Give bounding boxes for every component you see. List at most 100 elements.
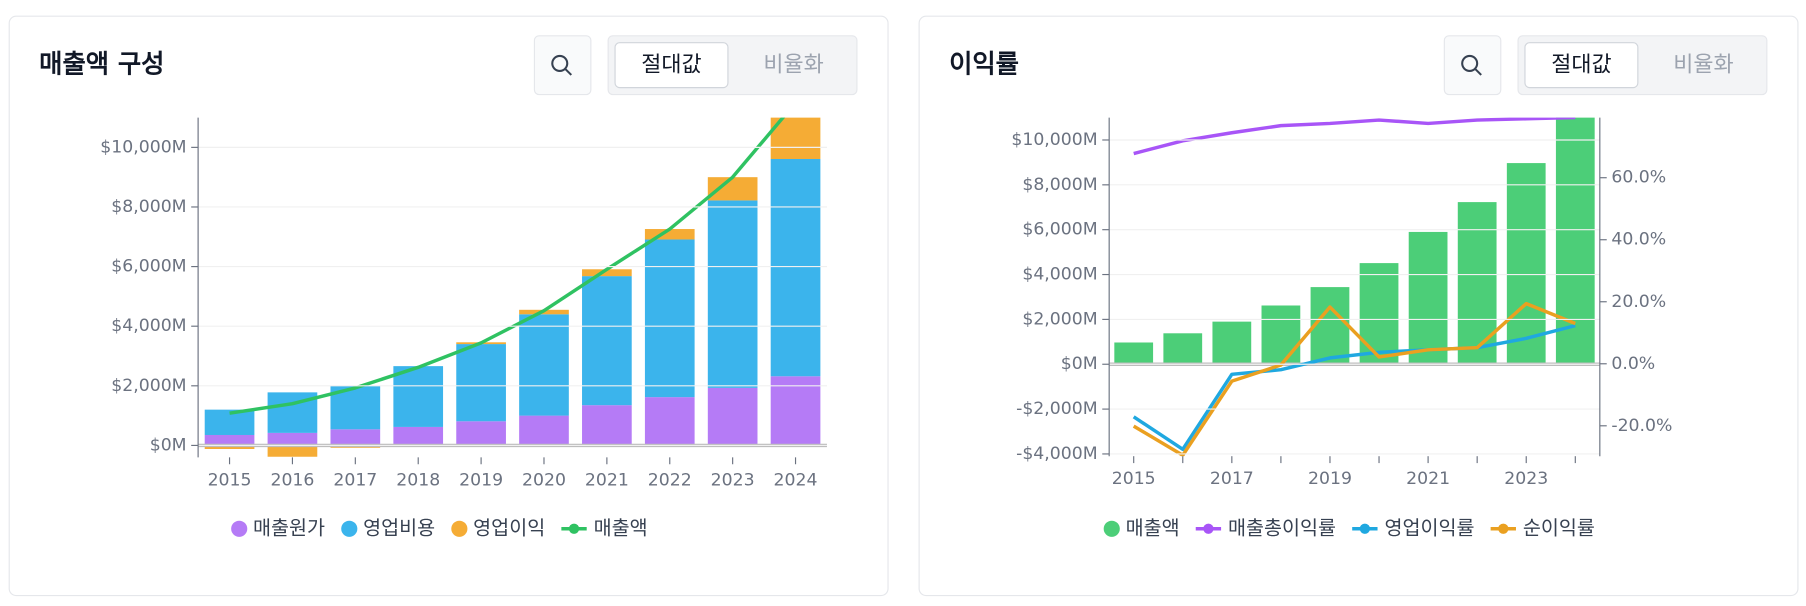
y2-tick-label: 60.0% bbox=[1611, 168, 1666, 188]
bar bbox=[204, 445, 255, 449]
bar bbox=[393, 426, 444, 446]
line bbox=[1132, 323, 1576, 452]
legend-item[interactable]: 매출액 bbox=[561, 516, 648, 539]
legend: 매출원가 영업비용 영업이익 매출액 bbox=[231, 516, 648, 539]
toggle-ratio[interactable]: 비율화 bbox=[763, 53, 823, 78]
card bbox=[8, 15, 889, 597]
bar bbox=[519, 415, 569, 446]
bar bbox=[770, 376, 821, 446]
search-button-box bbox=[533, 35, 592, 96]
x-tick-label: 2021 bbox=[585, 470, 629, 490]
toggle-ratio[interactable]: 비율화 bbox=[1673, 53, 1733, 78]
x-tick-label: 2016 bbox=[270, 470, 314, 490]
card-title: 이익률 bbox=[949, 49, 1019, 79]
y-tick-label: $4,000M bbox=[1022, 265, 1097, 285]
y-tick-label: $8,000M bbox=[111, 197, 186, 217]
bar bbox=[519, 314, 569, 416]
legend-dot bbox=[1103, 520, 1120, 537]
x-tick-label: 2019 bbox=[1308, 469, 1352, 489]
bar bbox=[707, 200, 758, 388]
bar bbox=[1212, 321, 1252, 365]
legend-dot bbox=[1498, 523, 1509, 534]
search-icon bbox=[551, 54, 569, 72]
x-tick-label: 2017 bbox=[1210, 469, 1254, 489]
legend-label: 매출액 bbox=[594, 516, 648, 539]
bar bbox=[267, 432, 318, 446]
legend-label: 매출액 bbox=[1126, 516, 1180, 539]
y-tick-label: $8,000M bbox=[1022, 175, 1097, 195]
bar bbox=[707, 387, 758, 446]
legend: 매출액 매출총이익률 영업이익률 순이익률 bbox=[1103, 516, 1595, 539]
bar bbox=[1359, 263, 1399, 365]
legend-dot bbox=[1203, 523, 1214, 534]
bar bbox=[393, 366, 444, 427]
bar bbox=[1310, 287, 1350, 365]
legend-label: 영업이익률 bbox=[1384, 516, 1474, 539]
x-tick-label: 2023 bbox=[1504, 469, 1548, 489]
y-tick-label: $10,000M bbox=[1011, 130, 1097, 150]
search-button[interactable] bbox=[533, 35, 592, 96]
toggle-absolute[interactable]: 절대값 bbox=[1551, 53, 1611, 78]
y-tick-label: $10,000M bbox=[100, 137, 186, 157]
search-icon bbox=[1474, 68, 1482, 76]
bar bbox=[644, 239, 695, 398]
legend-label: 영업비용 bbox=[363, 516, 435, 539]
x-tick-label: 2019 bbox=[459, 470, 503, 490]
y-tick-label: $2,000M bbox=[111, 376, 186, 396]
x-tick-label: 2024 bbox=[774, 470, 818, 490]
y2-tick-label: 0.0% bbox=[1611, 354, 1655, 374]
legend-dot bbox=[568, 523, 580, 534]
legend-item[interactable]: 영업이익률 bbox=[1352, 516, 1475, 539]
y2-tick-label: 40.0% bbox=[1611, 230, 1666, 250]
y-tick-label: $4,000M bbox=[111, 316, 186, 336]
bar bbox=[1457, 202, 1497, 365]
bar bbox=[644, 397, 695, 446]
legend-label: 순이익률 bbox=[1523, 516, 1595, 539]
legend-item[interactable]: 매출액 bbox=[1103, 516, 1180, 539]
y-tick-label: $6,000M bbox=[111, 257, 186, 277]
x-tick-label: 2015 bbox=[208, 470, 252, 490]
bar bbox=[267, 445, 318, 457]
bar bbox=[1114, 342, 1154, 365]
y-tick-label: $2,000M bbox=[1022, 309, 1097, 329]
x-tick-label: 2015 bbox=[1112, 469, 1156, 489]
search-button[interactable] bbox=[1443, 35, 1502, 96]
x-tick-label: 2023 bbox=[711, 470, 755, 490]
legend-dot bbox=[341, 520, 358, 537]
y-tick-label: -$2,000M bbox=[1016, 399, 1098, 419]
x-tick-label: 2017 bbox=[333, 470, 377, 490]
bar bbox=[456, 421, 506, 446]
x-tick-label: 2020 bbox=[522, 470, 566, 490]
toggle-active[interactable] bbox=[614, 42, 729, 89]
bar bbox=[456, 344, 506, 422]
legend-label: 매출원가 bbox=[253, 516, 325, 539]
bar bbox=[1163, 333, 1203, 365]
legend-dot bbox=[451, 520, 468, 537]
bar bbox=[644, 229, 695, 240]
bar bbox=[770, 158, 821, 377]
legend-item[interactable]: 순이익률 bbox=[1490, 516, 1595, 539]
search-icon bbox=[564, 68, 573, 76]
bar bbox=[582, 405, 632, 446]
bar bbox=[582, 269, 632, 277]
legend-label: 영업이익 bbox=[473, 516, 545, 539]
legend-item[interactable]: 영업이익 bbox=[451, 516, 545, 539]
toggle-absolute[interactable]: 절대값 bbox=[641, 53, 701, 78]
bar bbox=[1506, 163, 1546, 365]
line bbox=[1133, 117, 1576, 156]
y2-tick-label: -20.0% bbox=[1611, 416, 1672, 436]
legend-item[interactable]: 영업비용 bbox=[341, 516, 435, 539]
toggle-active[interactable] bbox=[1524, 42, 1639, 89]
legend-dot bbox=[231, 520, 248, 537]
x-tick-label: 2022 bbox=[648, 470, 692, 490]
line bbox=[229, 117, 786, 415]
bar bbox=[1555, 117, 1595, 365]
bar bbox=[330, 429, 381, 446]
legend-item[interactable]: 매출총이익률 bbox=[1195, 516, 1336, 539]
y-tick-label: -$4,000M bbox=[1016, 444, 1098, 464]
bar bbox=[582, 276, 632, 406]
legend-item[interactable]: 매출원가 bbox=[231, 516, 325, 539]
y-tick-label: $0M bbox=[1061, 354, 1098, 374]
bar bbox=[707, 177, 758, 201]
